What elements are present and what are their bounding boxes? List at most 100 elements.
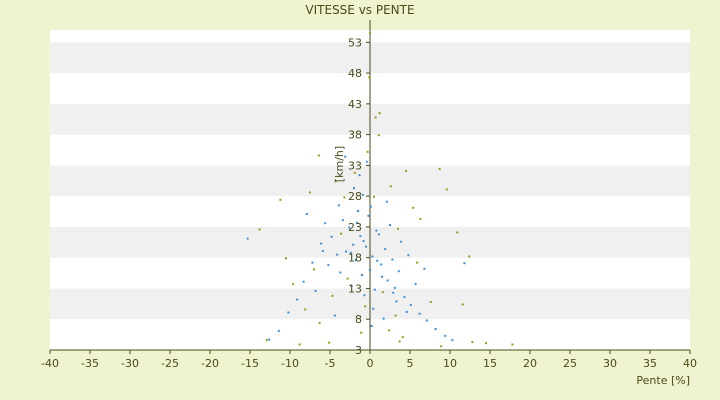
data-point-blue bbox=[367, 214, 370, 217]
y-tick-label: 43 bbox=[348, 98, 362, 111]
x-tick-label: 5 bbox=[407, 357, 414, 370]
data-point-olive bbox=[313, 268, 315, 271]
data-point-blue bbox=[451, 339, 454, 342]
data-point-blue bbox=[361, 193, 364, 196]
data-point-blue bbox=[463, 262, 466, 265]
y-tick-label: 33 bbox=[348, 159, 362, 172]
data-point-blue bbox=[365, 160, 368, 163]
data-point-blue bbox=[337, 204, 340, 207]
data-point-olive bbox=[456, 231, 459, 234]
data-point-olive bbox=[381, 291, 384, 294]
y-tick-label: 13 bbox=[348, 282, 362, 295]
data-point-blue bbox=[381, 275, 383, 278]
x-tick-label: -10 bbox=[281, 357, 299, 370]
data-point-olive bbox=[445, 188, 448, 191]
data-point-olive bbox=[389, 185, 392, 188]
y-tick-label: 3 bbox=[355, 344, 362, 357]
data-point-olive bbox=[416, 261, 419, 264]
data-point-blue bbox=[348, 226, 351, 229]
y-tick-label: 28 bbox=[348, 190, 362, 203]
data-point-blue bbox=[336, 253, 339, 256]
data-point-olive bbox=[374, 116, 377, 119]
data-point-blue bbox=[369, 269, 371, 271]
data-point-olive bbox=[419, 217, 422, 220]
data-point-blue bbox=[333, 314, 336, 317]
data-point-olive bbox=[468, 255, 471, 258]
data-point-blue bbox=[389, 224, 391, 227]
data-point-blue bbox=[380, 263, 383, 266]
x-tick-label: -15 bbox=[241, 357, 259, 370]
data-point-blue bbox=[349, 251, 352, 254]
data-point-olive bbox=[369, 32, 371, 35]
data-point-olive bbox=[412, 206, 415, 209]
data-point-blue bbox=[350, 285, 353, 287]
data-point-blue bbox=[423, 267, 426, 270]
data-point-olive bbox=[298, 343, 301, 346]
data-point-olive bbox=[440, 345, 443, 348]
data-point-blue bbox=[373, 288, 376, 291]
data-point-blue bbox=[287, 311, 290, 314]
data-point-blue bbox=[311, 261, 314, 264]
y-tick-label: 8 bbox=[355, 313, 362, 326]
data-point-olive bbox=[438, 168, 441, 171]
x-tick-label: -5 bbox=[325, 357, 336, 370]
x-tick-label: 35 bbox=[643, 357, 657, 370]
data-point-olive bbox=[461, 303, 464, 306]
data-point-olive bbox=[368, 76, 371, 79]
y-tick-label: 23 bbox=[348, 221, 362, 234]
data-point-blue bbox=[320, 242, 323, 245]
x-tick-label: -35 bbox=[81, 357, 99, 370]
x-tick-label: 20 bbox=[523, 357, 537, 370]
data-point-olive bbox=[485, 342, 487, 345]
data-point-olive bbox=[318, 321, 321, 324]
data-point-olive bbox=[471, 341, 474, 343]
x-tick-label: 25 bbox=[563, 357, 577, 370]
data-point-blue bbox=[277, 329, 280, 332]
data-point-olive bbox=[398, 340, 401, 343]
data-point-blue bbox=[377, 233, 380, 236]
data-point-blue bbox=[330, 235, 333, 238]
data-point-blue bbox=[369, 205, 372, 208]
data-point-blue bbox=[345, 250, 347, 253]
data-point-olive bbox=[334, 180, 337, 183]
data-point-blue bbox=[397, 270, 400, 273]
data-point-blue bbox=[341, 219, 344, 222]
data-point-blue bbox=[376, 259, 379, 262]
y-axis-label: [km/h] bbox=[333, 146, 346, 182]
x-axis-label: Pente [%] bbox=[636, 374, 690, 387]
data-point-blue bbox=[400, 240, 403, 243]
data-point-blue bbox=[362, 240, 365, 243]
data-point-olive bbox=[394, 314, 397, 317]
x-tick-label: -30 bbox=[121, 357, 139, 370]
data-point-blue bbox=[405, 310, 408, 313]
data-point-blue bbox=[305, 213, 308, 215]
data-point-blue bbox=[356, 221, 359, 224]
data-point-olive bbox=[364, 305, 367, 308]
data-point-blue bbox=[321, 249, 324, 252]
data-point-blue bbox=[358, 174, 361, 177]
data-point-olive bbox=[377, 134, 380, 137]
data-point-blue bbox=[296, 298, 299, 301]
data-point-blue bbox=[386, 279, 389, 282]
data-point-blue bbox=[339, 271, 342, 274]
data-point-blue bbox=[372, 307, 375, 310]
x-tick-label: 30 bbox=[603, 357, 617, 370]
data-point-blue bbox=[268, 338, 271, 341]
data-point-olive bbox=[328, 341, 331, 344]
data-point-blue bbox=[354, 259, 357, 262]
y-tick-label: 53 bbox=[348, 36, 362, 49]
data-point-blue bbox=[246, 237, 249, 240]
data-point-blue bbox=[391, 258, 394, 261]
data-point-blue bbox=[357, 209, 359, 212]
data-point-olive bbox=[317, 154, 320, 157]
data-point-olive bbox=[378, 112, 381, 115]
data-point-blue bbox=[361, 273, 363, 276]
data-point-olive bbox=[397, 227, 399, 230]
data-point-olive bbox=[388, 329, 391, 332]
x-tick-label: 40 bbox=[683, 357, 697, 370]
data-point-blue bbox=[324, 222, 327, 225]
data-point-blue bbox=[393, 286, 396, 289]
data-point-blue bbox=[434, 328, 437, 331]
